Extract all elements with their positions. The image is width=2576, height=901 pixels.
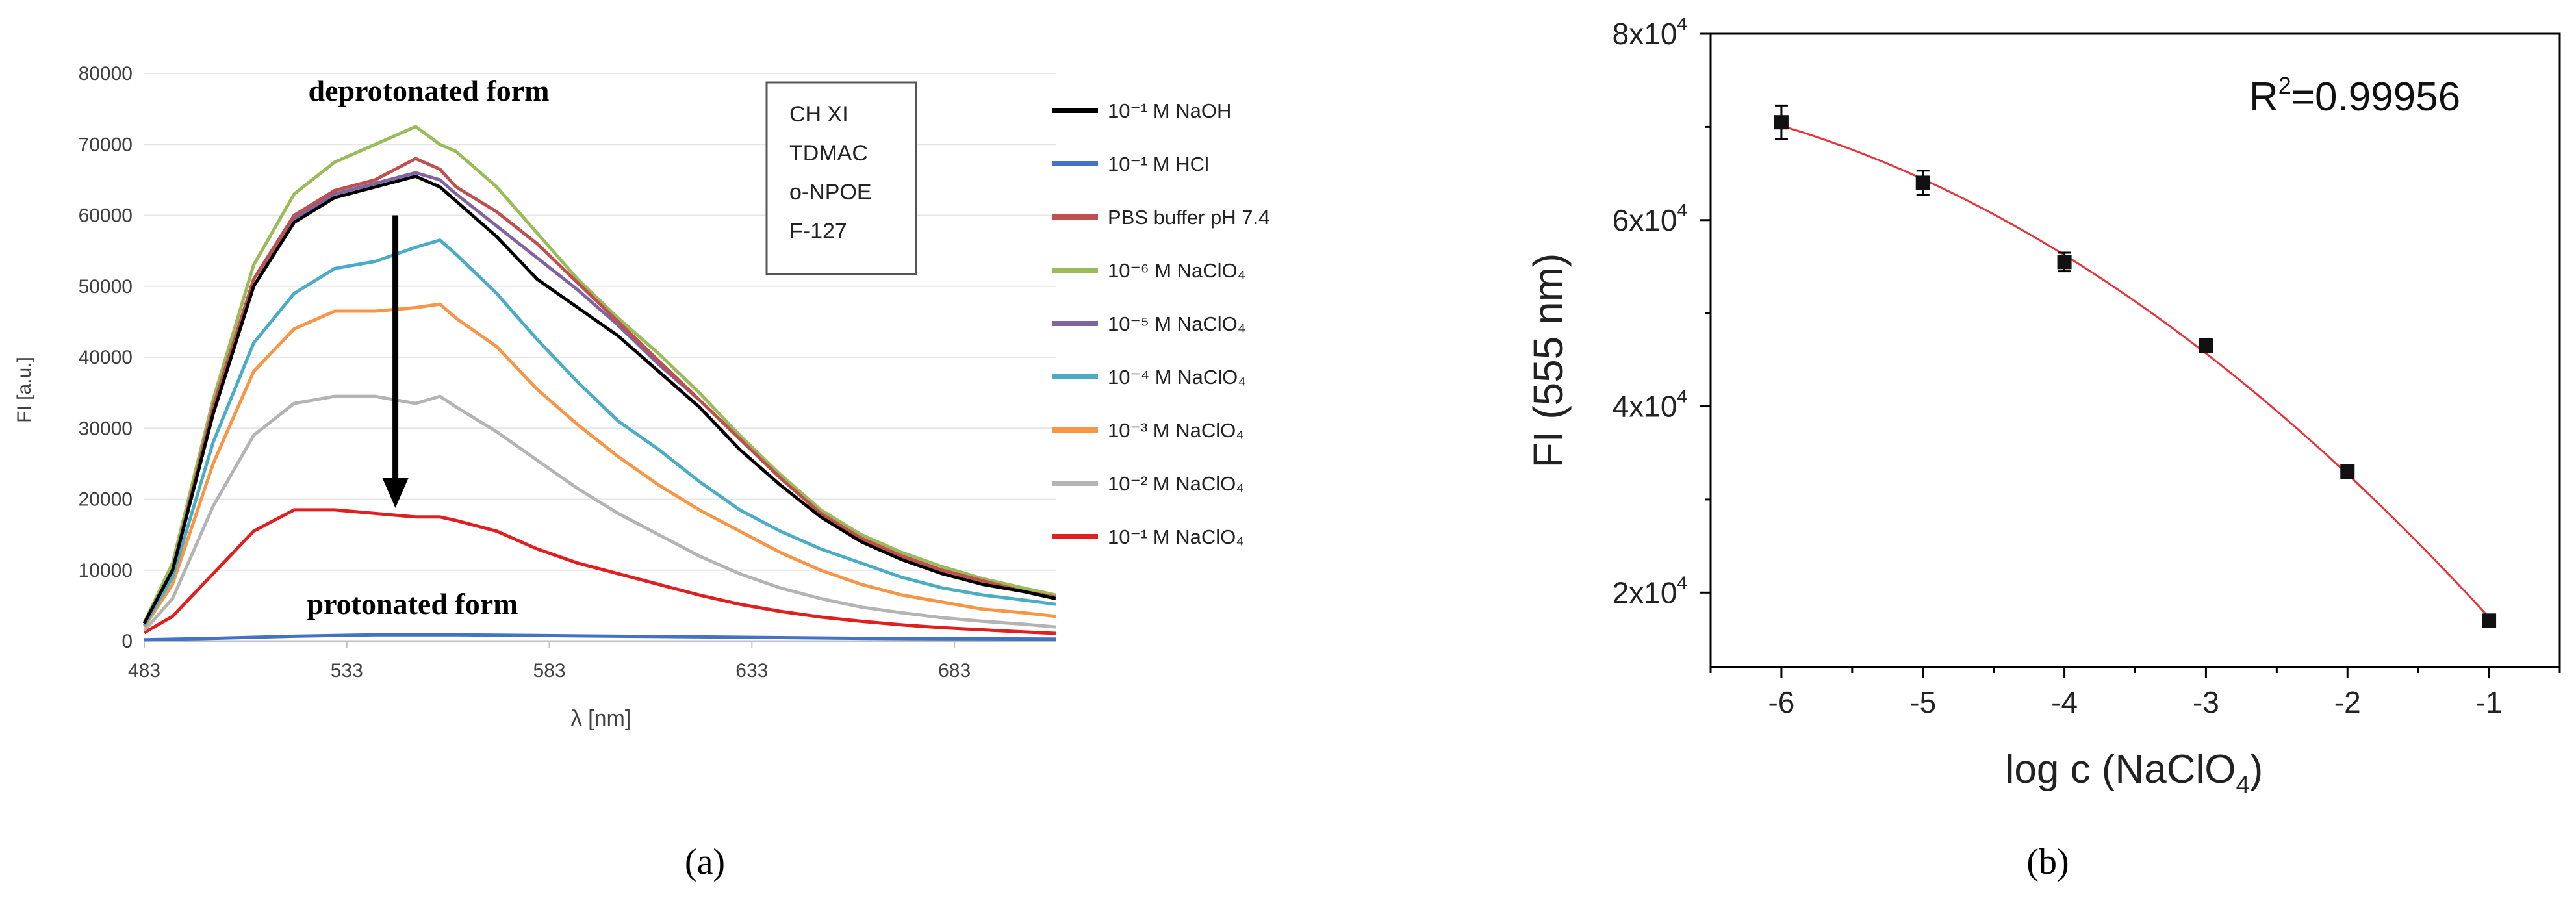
x-tick-label: 633 — [735, 660, 768, 681]
panel-a-y-axis-label: FI [a.u.] — [14, 357, 35, 423]
y-tick-label: 30000 — [79, 418, 133, 439]
y-tick-label: 4x104 — [1613, 387, 1687, 424]
r-squared-exp: 2 — [2278, 72, 2291, 99]
y-tick-mantissa: 2x10 — [1613, 576, 1677, 609]
legend-label-m6: 10⁻⁶ M NaClO₄ — [1108, 259, 1245, 282]
x-tick-label: -5 — [1909, 685, 1936, 719]
panel-b-y-axis-label: FI (555 nm) — [1525, 253, 1572, 468]
legend-label-m4: 10⁻⁴ M NaClO₄ — [1108, 366, 1246, 388]
y-tick-label: 6x104 — [1613, 200, 1687, 237]
series-line-m6 — [142, 125, 1056, 624]
x-tick-label: 483 — [128, 660, 160, 681]
y-tick-label: 40000 — [79, 347, 133, 368]
series-line-m3 — [142, 302, 1056, 628]
x-tick-label: 533 — [331, 660, 363, 681]
y-tick-mantissa: 8x10 — [1613, 17, 1677, 51]
annotation-deprotonated: deprotonated form — [309, 74, 550, 107]
panel-a-x-ticks: 483 533 583 633 683 — [128, 641, 971, 681]
series-line-m1 — [143, 508, 1056, 635]
panel-a-y-ticks: 0 10000 20000 30000 40000 50000 60000 70000 8000… — [79, 63, 133, 652]
legend-label-m2: 10⁻² M NaClO₄ — [1108, 472, 1244, 495]
y-tick-label: 50000 — [79, 276, 133, 298]
y-tick-mantissa: 6x10 — [1613, 203, 1677, 237]
data-point — [2199, 338, 2213, 353]
arrow-head — [382, 477, 409, 508]
panel-b-points — [1774, 104, 2497, 628]
panel-a-legend: 10⁻¹ M NaOH 10⁻¹ M HCl PBS buffer pH 7.4 10… — [1052, 99, 1269, 548]
panel-a-series — [142, 125, 1056, 642]
panel-b-x-ticks: -6 -5 -4 -3 -2 -1 — [1709, 667, 2561, 719]
y-tick-label: 10000 — [79, 560, 133, 581]
x-tick-label: -4 — [2051, 685, 2078, 719]
data-point — [1774, 115, 1789, 130]
r-squared: R2=0.99956 — [2249, 72, 2460, 120]
data-point — [2340, 464, 2355, 479]
y-tick-label: 8x104 — [1613, 14, 1687, 51]
composition-box: CH XI TDMAC o-NPOE F-127 — [765, 81, 917, 275]
data-point — [2057, 255, 2072, 270]
y-tick-label: 70000 — [79, 134, 133, 155]
composition-item: o-NPOE — [789, 180, 872, 205]
data-point — [1915, 175, 1930, 190]
series-line-hcl — [144, 633, 1056, 642]
legend-label-pbs: PBS buffer pH 7.4 — [1108, 206, 1269, 229]
panel-a-x-axis-label: λ [nm] — [571, 706, 631, 731]
legend-label-m5: 10⁻⁵ M NaClO₄ — [1108, 312, 1245, 335]
series-line-pbs — [142, 157, 1056, 624]
x-tick-label: -1 — [2476, 685, 2503, 719]
composition-item: CH XI — [789, 102, 848, 127]
fit-curve — [1781, 125, 2490, 618]
y-tick-label: 20000 — [79, 489, 133, 511]
composition-item: F-127 — [789, 219, 847, 244]
panel-a-chart: 0 10000 20000 30000 40000 50000 60000 70000 8000… — [14, 63, 1269, 731]
series-line-naoh — [142, 174, 1056, 624]
y-tick-exponent: 4 — [1677, 200, 1687, 220]
legend-label-hcl: 10⁻¹ M HCl — [1108, 153, 1209, 175]
y-tick-label: 60000 — [79, 205, 133, 227]
composition-item: TDMAC — [789, 141, 868, 166]
x-tick-label: 683 — [938, 660, 971, 681]
x-tick-label: 583 — [533, 660, 566, 681]
panel-label-a: (a) — [685, 842, 725, 882]
panel-label-b: (b) — [2026, 842, 2069, 882]
series-line-m4 — [142, 238, 1056, 627]
series-line-m2 — [143, 394, 1056, 632]
legend-label-m1: 10⁻¹ M NaClO₄ — [1108, 526, 1244, 548]
y-tick-label: 2x104 — [1613, 572, 1687, 609]
panel-b-x-label-sub: 4 — [2236, 772, 2250, 799]
x-tick-label: -3 — [2193, 685, 2219, 719]
legend-label-naoh: 10⁻¹ M NaOH — [1108, 99, 1231, 122]
y-tick-exponent: 4 — [1677, 14, 1687, 34]
r-squared-value: =0.99956 — [2291, 75, 2460, 120]
x-tick-label: -6 — [1768, 685, 1794, 719]
panel-b-x-label-end: ) — [2250, 747, 2264, 792]
annotation-protonated: protonated form — [307, 587, 518, 620]
x-tick-label: -2 — [2334, 685, 2361, 719]
decrease-arrow — [382, 215, 409, 508]
y-tick-label: 80000 — [79, 63, 133, 84]
panel-b-x-axis-label: log c (NaClO4) — [2006, 747, 2264, 799]
panel-b-x-label-main: log c (NaClO — [2006, 747, 2236, 792]
panel-b-plot-frame — [1709, 32, 2561, 668]
legend-label-m3: 10⁻³ M NaClO₄ — [1108, 419, 1244, 442]
y-tick-exponent: 4 — [1677, 572, 1687, 592]
y-tick-exponent: 4 — [1677, 387, 1687, 407]
y-tick-label: 0 — [121, 631, 133, 652]
data-point — [2482, 613, 2497, 628]
r-squared-prefix: R — [2249, 75, 2278, 120]
y-tick-mantissa: 4x10 — [1613, 390, 1677, 424]
